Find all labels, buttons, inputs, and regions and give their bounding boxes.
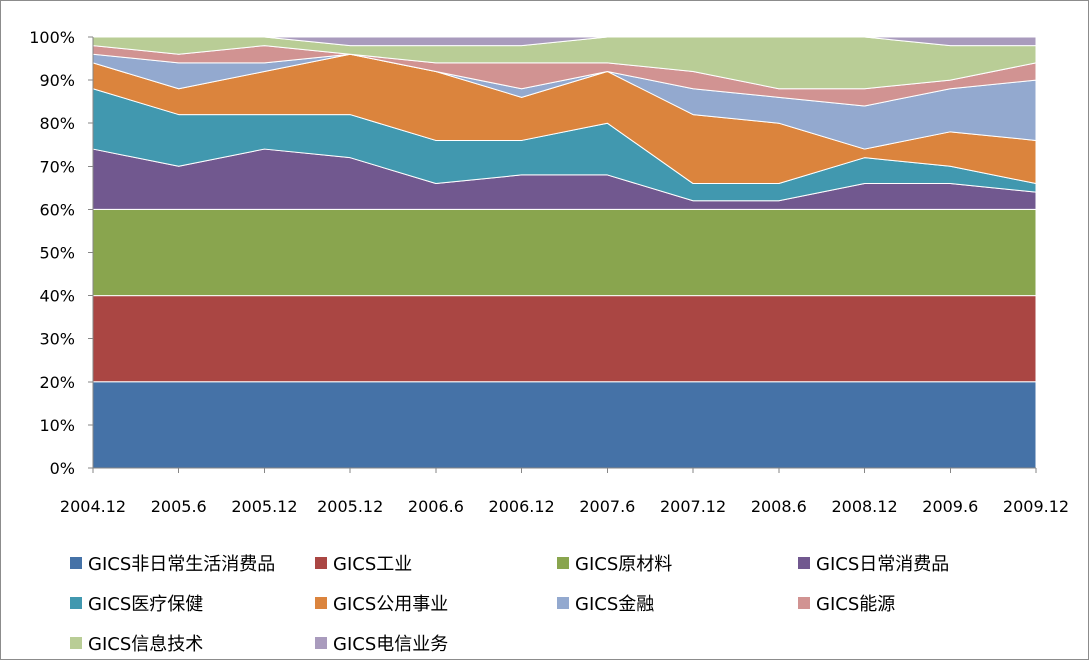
legend-swatch: [70, 637, 82, 649]
legend-item: GICS工业: [315, 550, 412, 576]
legend-swatch: [798, 597, 810, 609]
x-tick-label: 2004.12: [60, 497, 126, 516]
legend-swatch: [557, 557, 569, 569]
x-tick-label: 2005.12: [231, 497, 297, 516]
x-tick-label: 2009.6: [922, 497, 978, 516]
x-tick-label: 2007.12: [660, 497, 726, 516]
x-tick-label: 2009.12: [1003, 497, 1069, 516]
legend-label: GICS能源: [816, 594, 896, 615]
area-series-10: [92, 36, 1037, 47]
legend-label: GICS非日常生活消费品: [88, 554, 276, 575]
legend-swatch: [315, 597, 327, 609]
y-tick-label: 0%: [50, 459, 75, 478]
y-tick-label: 10%: [39, 416, 75, 435]
legend-item: GICS金融: [557, 590, 654, 616]
x-tick-label: 2008.12: [831, 497, 897, 516]
y-tick-label: 90%: [39, 71, 75, 90]
area-series-1: [92, 381, 1037, 469]
x-tick-label: 2006.12: [489, 497, 555, 516]
legend-swatch: [315, 637, 327, 649]
legend-item: GICS原材料: [557, 550, 672, 576]
legend-label: GICS日常消费品: [816, 554, 950, 575]
legend-item: GICS能源: [798, 590, 895, 616]
legend-label: GICS医疗保健: [88, 594, 204, 615]
legend-item: GICS电信业务: [315, 630, 448, 656]
legend-swatch: [70, 557, 82, 569]
legend-swatch: [70, 597, 82, 609]
legend-item: GICS信息技术: [70, 630, 203, 656]
legend-label: GICS公用事业: [333, 594, 449, 615]
y-tick-labels: 0% 10% 20% 30% 40% 50% 60% 70% 80% 90% 100%: [29, 28, 75, 478]
y-tick-label: 100%: [29, 28, 75, 47]
legend-label: GICS工业: [333, 554, 413, 575]
area-series-3: [92, 208, 1037, 297]
legend-swatch: [798, 557, 810, 569]
y-tick-label: 70%: [39, 157, 75, 176]
legend-item: GICS非日常生活消费品: [70, 550, 275, 576]
x-tick-label: 2005.6: [151, 497, 207, 516]
y-tick-label: 30%: [39, 330, 75, 349]
y-tick-label: 20%: [39, 373, 75, 392]
y-tick-label: 60%: [39, 200, 75, 219]
x-tick-label: 2005.12: [317, 497, 383, 516]
legend-label: GICS信息技术: [88, 634, 204, 655]
area-series-2: [92, 295, 1037, 383]
legend-swatch: [315, 557, 327, 569]
legend-item: GICS日常消费品: [798, 550, 949, 576]
legend-label: GICS原材料: [575, 554, 673, 575]
legend-swatch: [557, 597, 569, 609]
legend-label: GICS金融: [575, 594, 655, 615]
x-tick-label: 2006.6: [408, 497, 464, 516]
y-tick-label: 80%: [39, 114, 75, 133]
legend-item: GICS医疗保健: [70, 590, 203, 616]
legend: GICS非日常生活消费品 GICS工业 GICS原材料 GICS日常消费品 GICS医疗…: [0, 540, 1089, 655]
y-tick-label: 40%: [39, 287, 75, 306]
x-tick-label: 2007.6: [579, 497, 635, 516]
y-tick-label: 50%: [39, 244, 75, 263]
x-tick-label: 2008.6: [751, 497, 807, 516]
legend-item: GICS公用事业: [315, 590, 448, 616]
x-tick-labels: 2004.12 2005.6 2005.12 2005.12 2006.6 2006.12…: [60, 497, 1069, 516]
legend-label: GICS电信业务: [333, 634, 449, 655]
series-areas: [92, 36, 1037, 469]
axes: [88, 36, 1037, 473]
